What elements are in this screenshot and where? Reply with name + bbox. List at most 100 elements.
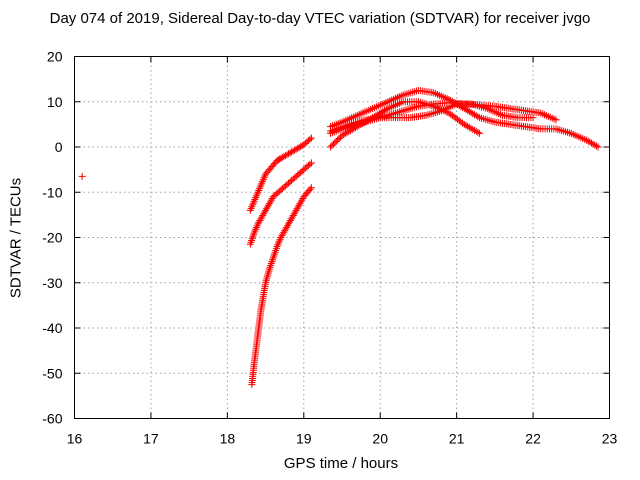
data-point — [422, 111, 430, 119]
data-point — [248, 203, 256, 211]
data-point — [430, 109, 438, 117]
data-point — [266, 263, 274, 271]
data-point — [248, 237, 256, 245]
data-point — [291, 146, 299, 154]
y-tick-label: 20 — [47, 49, 63, 65]
data-point — [489, 118, 497, 126]
data-point — [307, 134, 315, 142]
y-tick-label: -20 — [42, 230, 62, 246]
data-point — [474, 113, 482, 121]
x-tick-label: 17 — [143, 431, 159, 447]
data-point — [248, 235, 256, 243]
data-point — [281, 152, 289, 160]
data-point — [405, 105, 413, 113]
data-point — [292, 145, 300, 153]
data-point — [307, 184, 315, 192]
x-tick-label: 18 — [220, 431, 236, 447]
data-point — [262, 279, 270, 287]
data-point — [306, 135, 314, 143]
data-point — [401, 106, 409, 114]
data-point — [411, 88, 419, 96]
grid-lines — [74, 56, 610, 419]
data-point — [254, 188, 262, 196]
data-point — [263, 273, 271, 281]
data-point — [78, 172, 86, 180]
data-point — [267, 260, 275, 268]
y-tick-label: 10 — [47, 94, 63, 110]
x-tick-label: 20 — [372, 431, 388, 447]
data-point — [426, 110, 434, 118]
x-tick-label: 22 — [525, 431, 541, 447]
data-point — [306, 160, 314, 168]
data-point — [289, 147, 297, 155]
data-point — [485, 116, 493, 124]
data-point — [554, 125, 562, 133]
data-point — [273, 243, 281, 251]
data-point — [249, 201, 257, 209]
data-point — [403, 106, 411, 114]
data-point — [252, 192, 260, 200]
data-point — [560, 127, 568, 135]
data-point — [283, 151, 291, 159]
data-point — [264, 269, 272, 277]
data-point — [592, 142, 600, 150]
data-point — [270, 250, 278, 258]
data-point — [269, 254, 277, 262]
data-point — [288, 148, 296, 156]
data-point — [247, 205, 255, 213]
data-point — [382, 112, 390, 120]
y-tick-label: -60 — [42, 411, 62, 427]
y-tick-label: -50 — [42, 365, 62, 381]
data-point — [483, 116, 491, 124]
y-tick-label: 0 — [55, 139, 63, 155]
data-point — [306, 185, 314, 193]
data-point — [259, 176, 267, 184]
y-tick-label: -30 — [42, 275, 62, 291]
data-point — [286, 149, 294, 157]
data-point — [251, 195, 259, 203]
data-point — [294, 144, 302, 152]
data-point — [259, 177, 267, 185]
data-point — [409, 104, 417, 112]
data-point — [397, 107, 405, 115]
data-point — [558, 127, 566, 135]
data-point — [562, 128, 570, 136]
data-point — [382, 106, 390, 114]
data-point — [529, 114, 537, 122]
data-point — [268, 258, 276, 266]
x-tick-label: 23 — [602, 431, 618, 447]
data-point — [263, 275, 271, 283]
data-point — [295, 143, 303, 151]
data-point — [274, 241, 282, 249]
data-point — [246, 240, 254, 248]
data-point — [307, 159, 315, 167]
y-tick-label: -40 — [42, 320, 62, 336]
axis-ticks: 16 17 18 19 20 21 22 23 -60 -50 -40 -30 -20 -10 0 10 20 — [42, 49, 617, 447]
data-point — [278, 153, 286, 161]
data-point — [247, 238, 255, 246]
data-point — [260, 174, 268, 182]
data-point — [407, 105, 415, 113]
data-point — [253, 222, 261, 230]
data-point — [264, 271, 272, 279]
data-point — [474, 128, 482, 136]
data-point — [405, 89, 413, 97]
data-marks — [78, 86, 602, 389]
data-point — [252, 225, 260, 233]
data-point — [255, 185, 263, 193]
data-point — [252, 224, 260, 232]
data-point — [428, 110, 436, 118]
data-point — [487, 117, 495, 125]
data-point — [265, 265, 273, 273]
data-point — [285, 150, 292, 158]
data-point — [275, 237, 283, 245]
data-point — [276, 235, 284, 243]
x-axis-label: GPS time / hours — [283, 455, 399, 472]
data-point — [270, 252, 278, 260]
data-point — [262, 277, 270, 285]
data-point — [271, 248, 279, 256]
x-tick-label: 21 — [449, 431, 465, 447]
data-point — [265, 267, 273, 275]
y-tick-label: -10 — [42, 184, 62, 200]
